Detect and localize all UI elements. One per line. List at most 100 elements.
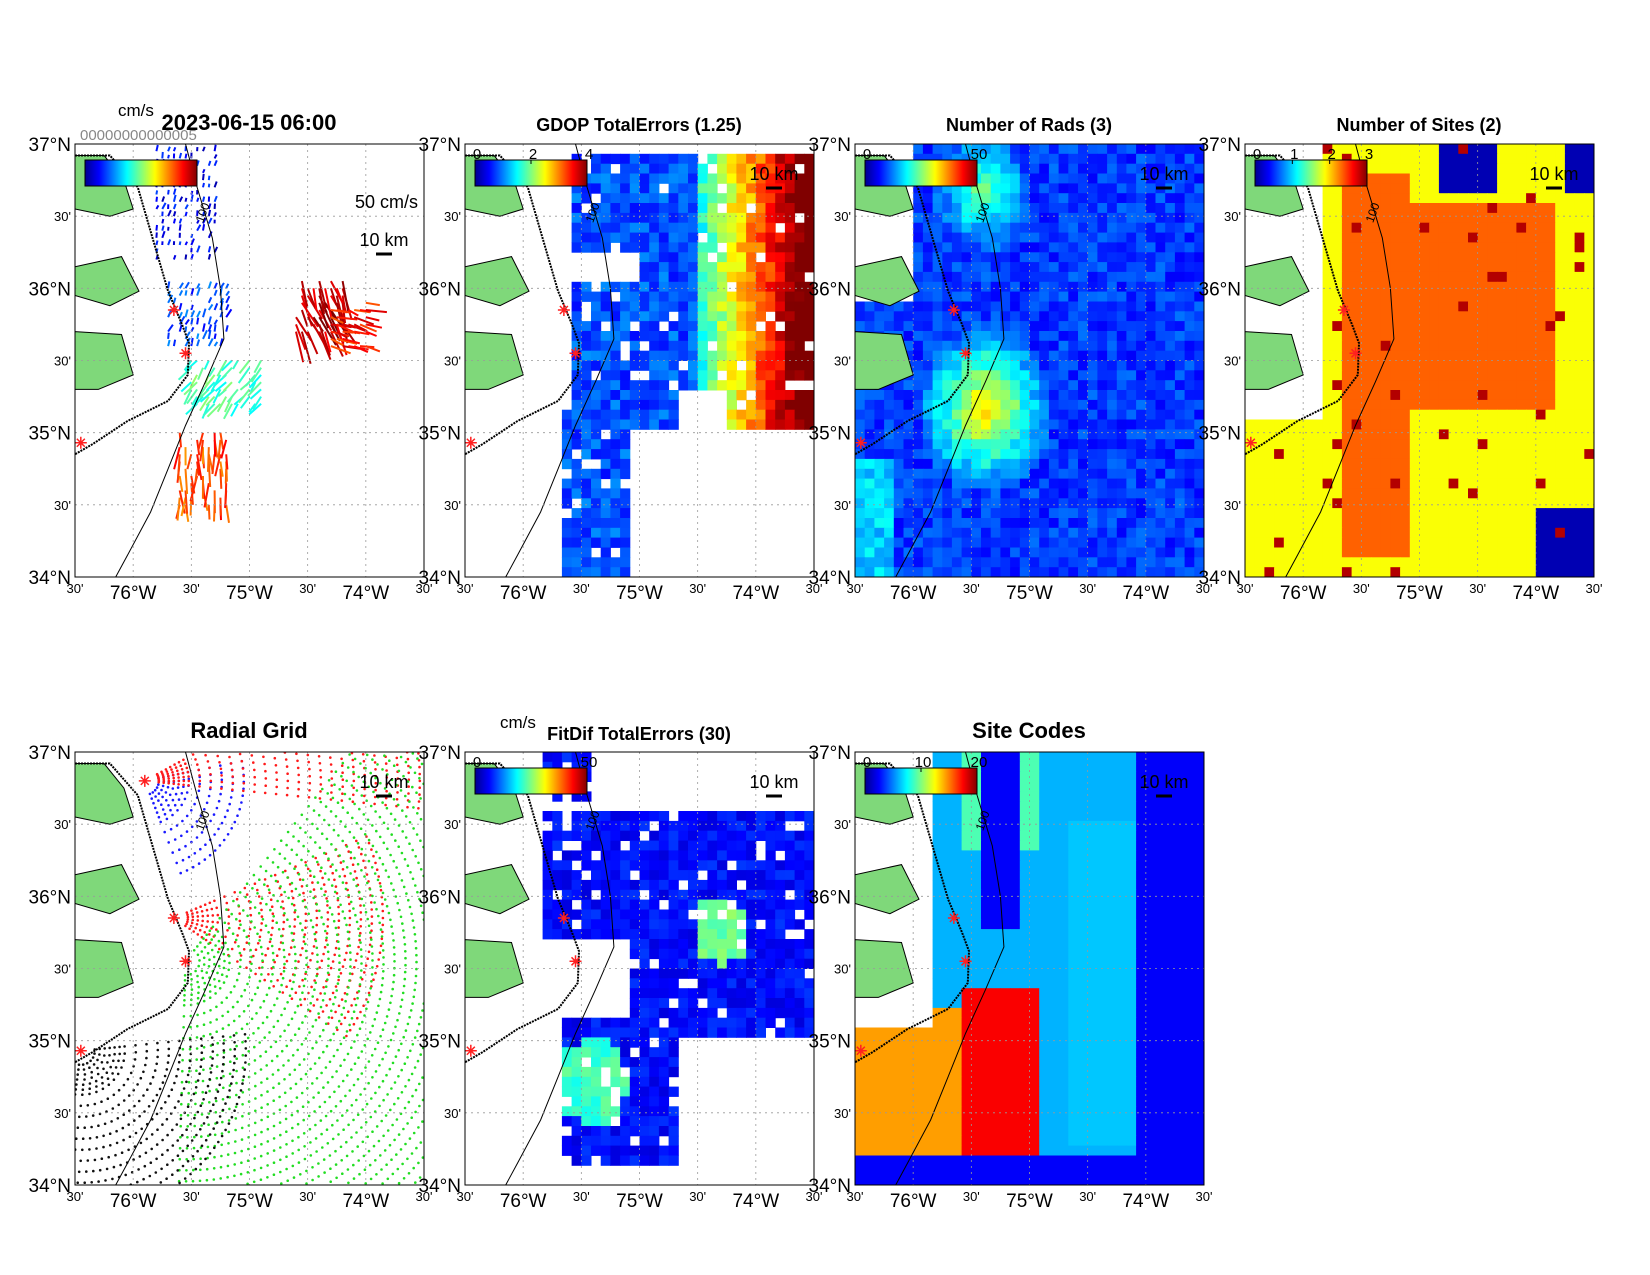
vector-arrow (245, 374, 257, 387)
vector-arrow (213, 289, 218, 296)
nrads-cell (1184, 193, 1195, 204)
gdop-cell (620, 331, 631, 342)
scale-bar-label: 10 km (1139, 164, 1188, 184)
nrads-cell (913, 331, 924, 342)
nrads-cell (1058, 163, 1069, 174)
gdop-cell (746, 291, 757, 302)
nrads-cell (971, 242, 982, 253)
grid-point (160, 788, 163, 792)
nsites-cell (1400, 262, 1411, 273)
nsites-cell (1341, 567, 1353, 577)
nrads-cell (942, 458, 953, 470)
nrads-cell (1039, 203, 1050, 214)
nsites-cell (1458, 350, 1469, 361)
nsites-cell (1477, 183, 1488, 194)
nsites-cell (1274, 468, 1285, 480)
gdop-cell (649, 370, 660, 381)
nsites-cell (1409, 409, 1420, 420)
nrads-cell (961, 458, 972, 470)
nsites-cell (1322, 321, 1333, 332)
nrads-cell (1145, 301, 1156, 312)
nsites-cell (1584, 557, 1594, 568)
grid-point (359, 904, 362, 907)
nrads-cell (1029, 291, 1040, 302)
gdop-cell (765, 262, 776, 273)
nsites-cell (1555, 350, 1566, 361)
nrads-cell (922, 498, 934, 509)
nsites-cell (1516, 301, 1527, 312)
vector-arrow (353, 323, 368, 332)
grid-point (202, 963, 206, 966)
nrads-cell (1126, 173, 1137, 184)
nrads-cell (1097, 291, 1108, 302)
nsites-cell (1584, 203, 1594, 214)
vector-arrow (178, 152, 183, 159)
vector-arrow (219, 282, 225, 289)
nrads-cell (1087, 212, 1098, 224)
y-tick-label: 30' (444, 209, 461, 224)
gdop-cell (610, 173, 621, 184)
x-tick-label: 30' (67, 581, 84, 596)
nsites-cell (1477, 311, 1488, 322)
gdop-cell (765, 321, 776, 332)
nrads-cell (1048, 340, 1060, 352)
nrads-cell (981, 232, 992, 243)
nrads-cell (1000, 547, 1011, 558)
gdop-cell (561, 567, 573, 577)
gdop-cell (668, 331, 679, 342)
nsites-cell (1341, 518, 1353, 529)
grid-point (271, 973, 274, 976)
nrads-cell (922, 439, 934, 450)
nsites-cell (1400, 527, 1411, 539)
grid-point (379, 888, 383, 892)
grid-point (187, 775, 190, 778)
grid-point (183, 999, 186, 1002)
grid-point (271, 912, 275, 915)
grid-point (407, 764, 410, 768)
nsites-cell (1438, 567, 1450, 577)
gdop-cell (571, 232, 582, 243)
gdop-cell (620, 498, 631, 509)
nrads-cell (932, 203, 943, 214)
nsites-cell (1535, 458, 1546, 470)
grid-point (238, 951, 242, 955)
nsites-cell (1409, 301, 1420, 312)
nrads-cell (1068, 498, 1079, 509)
nrads-cell (951, 518, 963, 529)
isobath-100m (895, 144, 1005, 577)
nsites-cell (1477, 321, 1488, 332)
nsites-cell (1477, 232, 1488, 243)
grid-point (273, 756, 277, 760)
grid-point (213, 849, 217, 852)
nrads-cell (1145, 478, 1156, 489)
gdop-data-layer: 100 (465, 144, 814, 577)
nrads-cell (1165, 498, 1176, 509)
gdop-cell (649, 390, 660, 401)
grid-point (227, 968, 230, 972)
nrads-cell (1000, 429, 1011, 440)
vector-arrow (161, 225, 165, 231)
nrads-cell (1155, 340, 1166, 352)
gdop-cell (746, 242, 757, 253)
nrads-cell (1145, 439, 1156, 450)
vector-arrow (196, 339, 201, 347)
vector-arrow (213, 154, 218, 159)
nsites-cell (1351, 419, 1362, 430)
nsites-cell (1458, 518, 1469, 529)
nrads-cell (932, 429, 943, 440)
nrads-cell (913, 252, 924, 263)
nsites-cell (1332, 458, 1343, 470)
nrads-cell (942, 311, 953, 322)
nrads-cell (1087, 321, 1098, 332)
grid-point (242, 909, 245, 912)
nsites-cell (1564, 360, 1576, 371)
nsites-cell (1555, 232, 1566, 243)
gdop-cell (697, 380, 708, 391)
grid-point (222, 966, 226, 970)
nrads-cell (1097, 399, 1108, 411)
gdop-cell (629, 399, 640, 411)
nrads-cell (1019, 153, 1030, 165)
grid-point (209, 786, 212, 789)
nsites-cell (1419, 212, 1430, 224)
